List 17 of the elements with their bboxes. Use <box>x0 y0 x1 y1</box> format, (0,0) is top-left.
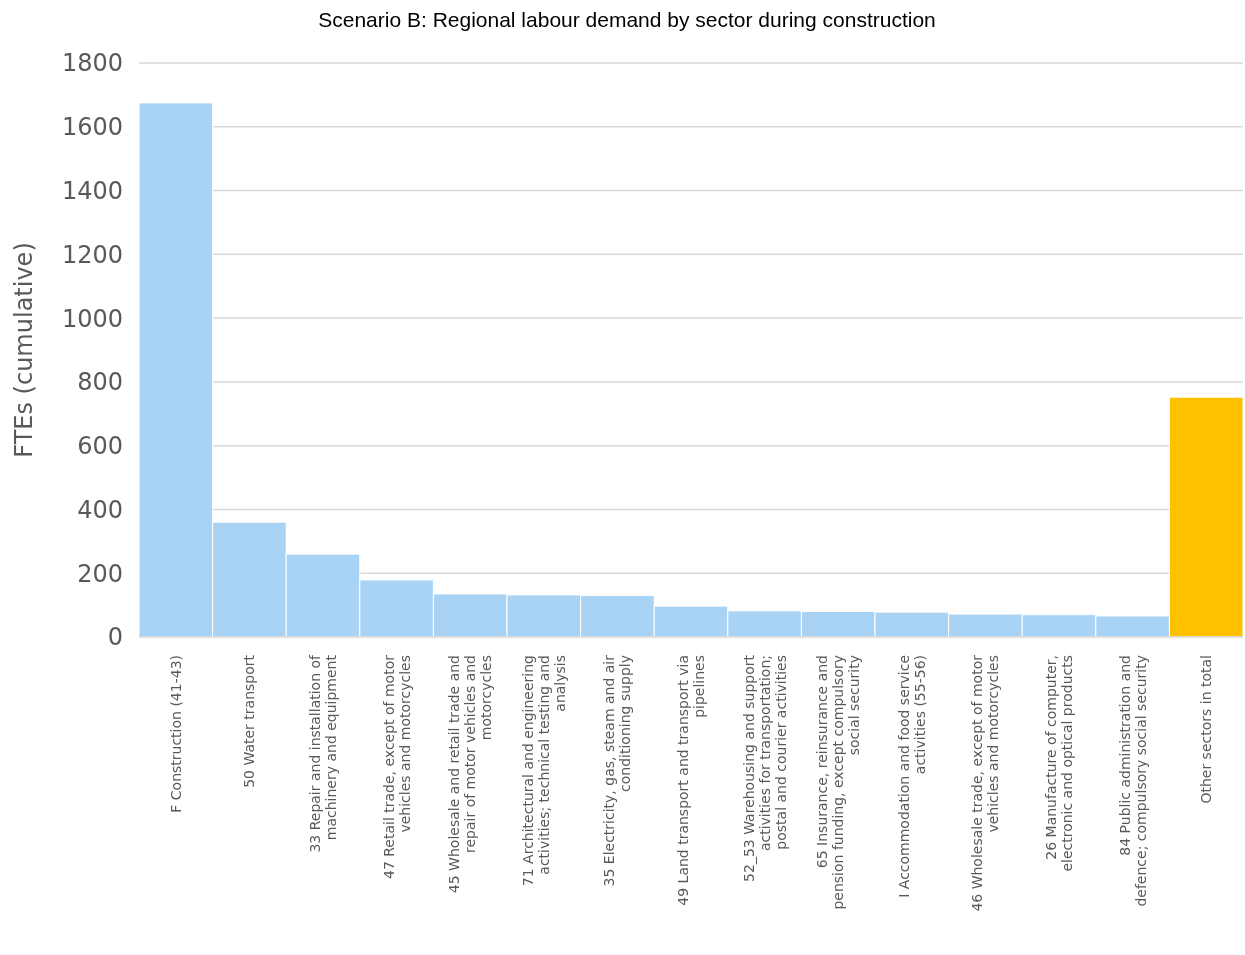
chart-title: Scenario B: Regional labour demand by sector during construction <box>318 8 936 31</box>
x-tick-label: I Accommodation and food service activities (55-56) <box>895 655 928 898</box>
x-tick-label: F Construction (41-43) <box>167 655 184 813</box>
y-tick-label: 200 <box>77 559 123 588</box>
y-tick-label: 1600 <box>61 113 123 142</box>
y-tick-label: 800 <box>77 368 123 397</box>
y-tick-label: 1400 <box>61 176 123 205</box>
y-tick-label: 600 <box>77 432 123 461</box>
y-tick-label: 1800 <box>61 49 123 78</box>
y-axis-title: FTEs (cumulative) <box>10 242 38 458</box>
y-tick-label: 1000 <box>61 304 123 333</box>
y-tick-label: 400 <box>77 495 123 524</box>
y-tick-label: 1200 <box>61 240 123 269</box>
x-tick-label: 50 Water transport <box>241 654 258 788</box>
x-tick-label: Other sectors in total <box>1198 655 1215 804</box>
y-tick-label: 0 <box>107 623 123 652</box>
x-tick-label: 33 Repair and installation of machinery and equipment <box>307 653 339 853</box>
